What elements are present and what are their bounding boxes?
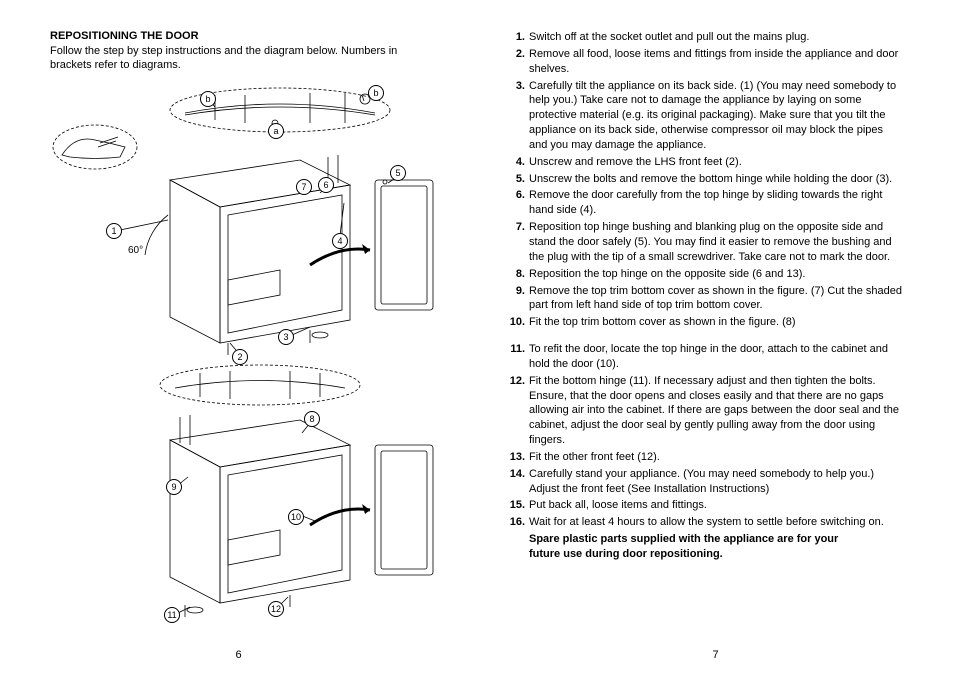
step-text: Fit the bottom hinge (11). If necessary … xyxy=(529,374,904,448)
instruction-step: 1.Switch off at the socket outlet and pu… xyxy=(507,30,904,45)
callout-9: 9 xyxy=(166,479,182,495)
callout-5: 5 xyxy=(390,165,406,181)
callout-11: 11 xyxy=(164,607,180,623)
instruction-step: 5.Unscrew the bolts and remove the botto… xyxy=(507,172,904,187)
step-number: 13. xyxy=(507,450,529,465)
callout-b2: b xyxy=(368,85,384,101)
step-number: 6. xyxy=(507,188,529,218)
instruction-step: 6.Remove the door carefully from the top… xyxy=(507,188,904,218)
step-number: 3. xyxy=(507,79,529,153)
instruction-step: 13.Fit the other front feet (12). xyxy=(507,450,904,465)
step-text: Remove the top trim bottom cover as show… xyxy=(529,284,904,314)
spare-parts-note-1: Spare plastic parts supplied with the ap… xyxy=(529,532,904,547)
step-number: 1. xyxy=(507,30,529,45)
intro-text: Follow the step by step instructions and… xyxy=(50,44,441,73)
callout-4: 4 xyxy=(332,233,348,249)
step-text: Switch off at the socket outlet and pull… xyxy=(529,30,904,45)
callout-8: 8 xyxy=(304,411,320,427)
step-number: 5. xyxy=(507,172,529,187)
instruction-step: 4.Unscrew and remove the LHS front feet … xyxy=(507,155,904,170)
step-text: Reposition the top hinge on the opposite… xyxy=(529,267,904,282)
step-text: Unscrew the bolts and remove the bottom … xyxy=(529,172,904,187)
instruction-list-a: 1.Switch off at the socket outlet and pu… xyxy=(507,30,904,330)
instruction-step: 8.Reposition the top hinge on the opposi… xyxy=(507,267,904,282)
instruction-step: 7.Reposition top hinge bushing and blank… xyxy=(507,220,904,265)
instruction-step: 3.Carefully tilt the appliance on its ba… xyxy=(507,79,904,153)
step-number: 12. xyxy=(507,374,529,448)
step-text: Carefully tilt the appliance on its back… xyxy=(529,79,904,153)
callout-a: a xyxy=(268,123,284,139)
step-number: 16. xyxy=(507,515,529,530)
callout-b1: b xyxy=(200,91,216,107)
page-right: 1.Switch off at the socket outlet and pu… xyxy=(477,0,954,675)
callout-7: 7 xyxy=(296,179,312,195)
callout-6: 6 xyxy=(318,177,334,193)
step-text: Fit the top trim bottom cover as shown i… xyxy=(529,315,904,330)
angle-label: 60° xyxy=(128,245,143,256)
instruction-step: 16.Wait for at least 4 hours to allow th… xyxy=(507,515,904,530)
step-number: 15. xyxy=(507,498,529,513)
instruction-list-b: 11.To refit the door, locate the top hin… xyxy=(507,342,904,530)
callout-3: 3 xyxy=(278,329,294,345)
callout-1: 1 xyxy=(106,223,122,239)
step-number: 14. xyxy=(507,467,529,497)
instruction-step: 12.Fit the bottom hinge (11). If necessa… xyxy=(507,374,904,448)
instruction-step: 15.Put back all, loose items and fitting… xyxy=(507,498,904,513)
spare-parts-note-2: future use during door repositioning. xyxy=(529,547,904,562)
step-number: 10. xyxy=(507,315,529,330)
step-number: 11. xyxy=(507,342,529,372)
assembly-diagram xyxy=(50,85,450,625)
step-text: Fit the other front feet (12). xyxy=(529,450,904,465)
step-text: Carefully stand your appliance. (You may… xyxy=(529,467,904,497)
diagram-area: a b b 1 2 3 4 5 6 7 8 9 10 11 12 60° xyxy=(50,85,441,625)
page-number-right: 7 xyxy=(712,649,718,661)
step-text: Remove the door carefully from the top h… xyxy=(529,188,904,218)
step-number: 9. xyxy=(507,284,529,314)
step-text: To refit the door, locate the top hinge … xyxy=(529,342,904,372)
manual-spread: REPOSITIONING THE DOOR Follow the step b… xyxy=(0,0,954,675)
instruction-step: 9.Remove the top trim bottom cover as sh… xyxy=(507,284,904,314)
step-text: Wait for at least 4 hours to allow the s… xyxy=(529,515,904,530)
step-text: Remove all food, loose items and fitting… xyxy=(529,47,904,77)
callout-10: 10 xyxy=(288,509,304,525)
step-number: 2. xyxy=(507,47,529,77)
callout-12: 12 xyxy=(268,601,284,617)
step-text: Unscrew and remove the LHS front feet (2… xyxy=(529,155,904,170)
instruction-step: 2.Remove all food, loose items and fitti… xyxy=(507,47,904,77)
callout-2: 2 xyxy=(232,349,248,365)
page-left: REPOSITIONING THE DOOR Follow the step b… xyxy=(0,0,477,675)
instruction-step: 11.To refit the door, locate the top hin… xyxy=(507,342,904,372)
step-text: Put back all, loose items and fittings. xyxy=(529,498,904,513)
step-number: 8. xyxy=(507,267,529,282)
step-number: 4. xyxy=(507,155,529,170)
step-number: 7. xyxy=(507,220,529,265)
step-text: Reposition top hinge bushing and blankin… xyxy=(529,220,904,265)
instruction-step: 10.Fit the top trim bottom cover as show… xyxy=(507,315,904,330)
instruction-step: 14.Carefully stand your appliance. (You … xyxy=(507,467,904,497)
section-title: REPOSITIONING THE DOOR xyxy=(50,30,441,42)
page-number-left: 6 xyxy=(235,649,241,661)
